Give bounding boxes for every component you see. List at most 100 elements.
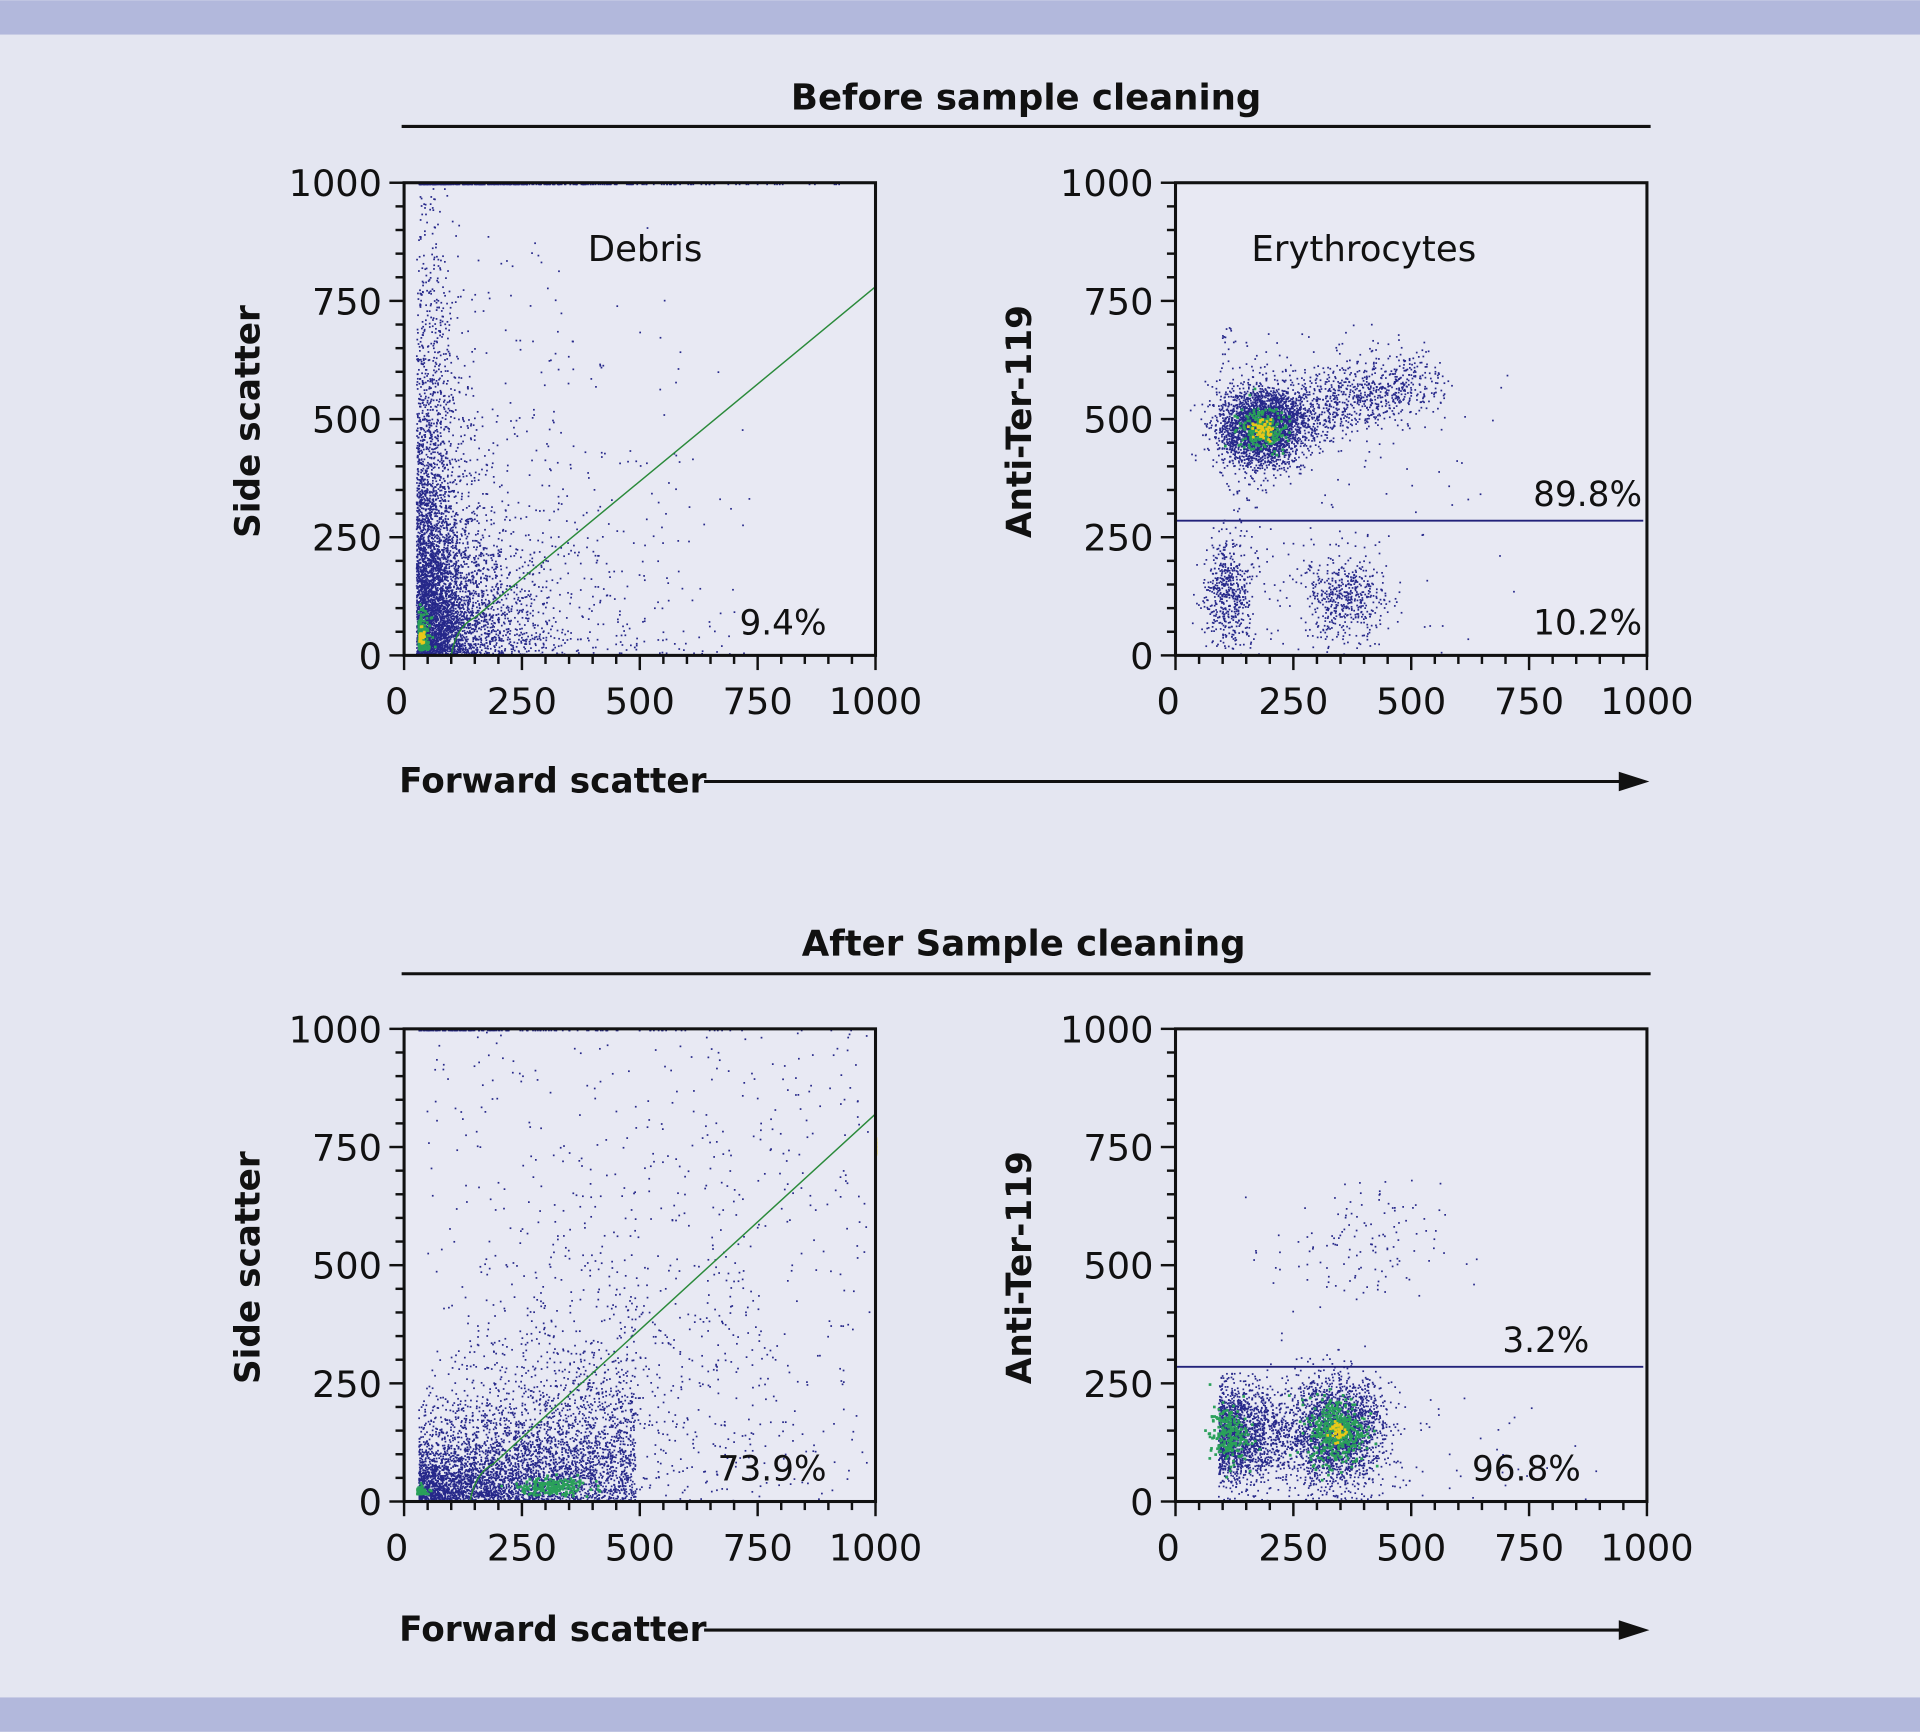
event-dot <box>430 444 432 446</box>
event-dot <box>447 476 449 478</box>
event-dot <box>420 594 422 596</box>
event-dot <box>420 562 422 564</box>
event-dot <box>425 323 427 325</box>
event-dot <box>423 263 425 265</box>
event-dot <box>429 427 431 429</box>
event-dot <box>445 353 447 355</box>
event-dot <box>432 247 434 249</box>
event-dot <box>452 511 454 513</box>
event-dot <box>448 408 450 410</box>
event-dot <box>458 641 460 643</box>
event-dot <box>461 493 463 495</box>
event-dot <box>430 317 432 319</box>
event-dot <box>435 430 437 432</box>
event-dot <box>420 472 422 474</box>
event-dot <box>424 389 426 391</box>
event-dot <box>422 410 424 412</box>
event-dot <box>443 381 445 383</box>
event-dot <box>426 369 428 371</box>
event-dot <box>427 482 429 484</box>
event-dot <box>419 393 421 395</box>
event-dot <box>432 568 434 570</box>
event-dot <box>430 303 432 305</box>
event-dot <box>429 310 431 312</box>
event-dot <box>422 326 424 328</box>
event-dot <box>496 546 498 548</box>
event-dot <box>421 427 423 429</box>
event-dot <box>454 377 456 379</box>
bottom-band <box>0 1697 1920 1731</box>
event-dot <box>418 545 420 547</box>
event-dot <box>442 551 444 553</box>
event-dot <box>423 358 425 360</box>
event-dot <box>420 238 422 240</box>
event-dot <box>446 529 448 531</box>
event-dot <box>452 221 454 223</box>
section-title-before: Before sample cleaning <box>791 77 1261 118</box>
event-dot <box>439 335 441 337</box>
event-dot <box>420 300 422 302</box>
event-dot <box>465 600 467 602</box>
event-dot <box>421 478 423 480</box>
event-dot <box>419 515 421 517</box>
event-dot <box>438 365 440 367</box>
event-dot <box>431 422 433 424</box>
event-dot <box>480 539 482 541</box>
event-dot <box>450 318 452 320</box>
event-dot <box>424 479 426 481</box>
event-dot <box>449 566 451 568</box>
event-dot <box>418 523 420 525</box>
event-dot <box>448 617 450 619</box>
event-dot <box>426 454 428 456</box>
event-dot <box>460 555 462 557</box>
event-dot <box>430 305 432 307</box>
event-dot <box>456 502 458 504</box>
event-dot <box>427 536 429 538</box>
event-dot <box>423 362 425 364</box>
event-dot <box>443 620 445 622</box>
event-dot <box>431 381 433 383</box>
event-dot <box>441 557 443 559</box>
event-dot <box>417 378 419 380</box>
event-dot <box>455 566 457 568</box>
event-dot <box>450 463 452 465</box>
event-dot <box>437 452 439 454</box>
event-dot <box>420 549 422 551</box>
event-dot <box>450 632 452 634</box>
event-dot <box>463 453 465 455</box>
event-dot <box>422 402 424 404</box>
event-dot <box>416 599 418 601</box>
event-dot <box>452 529 454 531</box>
event-dot <box>439 490 441 492</box>
event-dot <box>416 604 418 606</box>
event-dot <box>431 543 433 545</box>
event-dot <box>432 486 434 488</box>
event-dot <box>436 342 438 344</box>
event-dot <box>418 485 420 487</box>
event-dot <box>467 523 469 525</box>
event-dot <box>424 525 426 527</box>
event-dot <box>431 537 433 539</box>
event-dot <box>439 537 441 539</box>
event-dot <box>418 543 420 545</box>
event-dot <box>440 453 442 455</box>
event-dot <box>437 404 439 406</box>
event-dot <box>439 486 441 488</box>
event-dot <box>432 395 434 397</box>
event-dot <box>419 446 421 448</box>
event-dot <box>436 256 438 258</box>
event-dot <box>418 343 420 345</box>
event-dot <box>421 497 423 499</box>
event-dot <box>450 550 452 552</box>
event-dot <box>444 592 446 594</box>
event-dot <box>440 427 442 429</box>
event-dot <box>449 460 451 462</box>
event-dot <box>450 528 452 530</box>
event-dot <box>437 541 439 543</box>
event-dot <box>455 235 457 237</box>
event-dot <box>417 437 419 439</box>
event-dot <box>422 291 424 293</box>
event-dot <box>417 381 419 383</box>
event-dot <box>424 434 426 436</box>
event-dot <box>447 545 449 547</box>
